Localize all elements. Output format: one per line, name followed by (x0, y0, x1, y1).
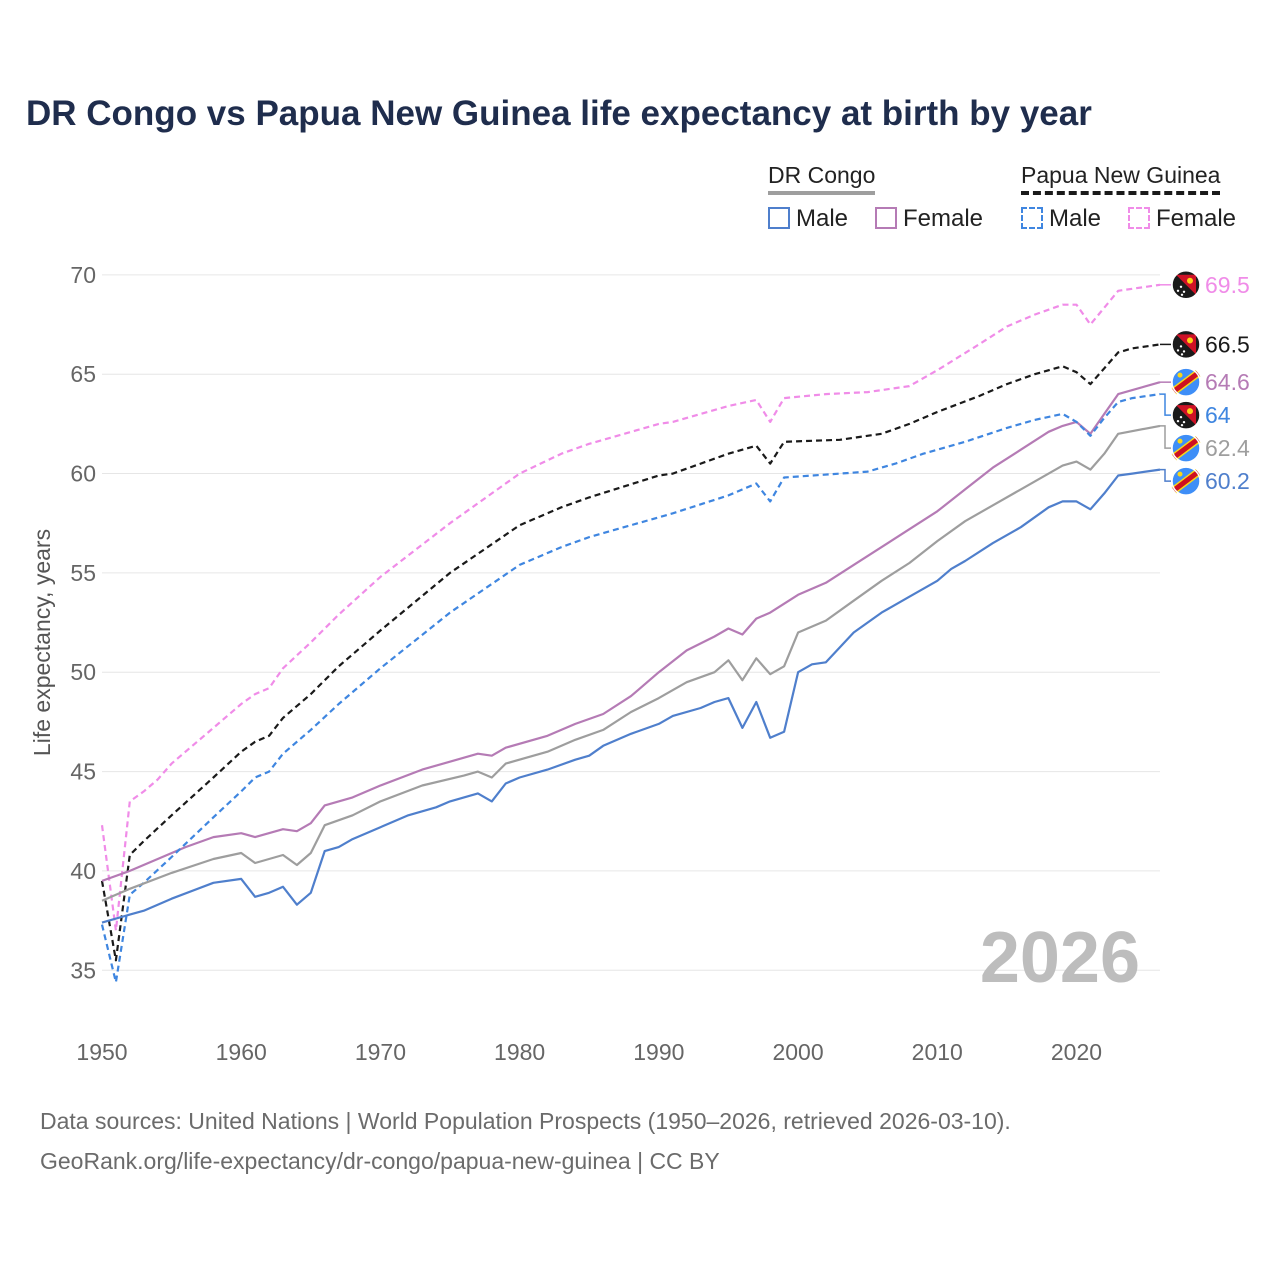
flag-ring (1171, 433, 1201, 463)
end-value-label: 60.2 (1205, 468, 1250, 494)
legend-group-papua-new-guinea: Papua New Guinea (1021, 162, 1221, 195)
legend-label: Female (1156, 205, 1237, 232)
footer-sources: Data sources: United Nations | World Pop… (40, 1108, 1011, 1134)
legend-group-title: Papua New Guinea (1021, 162, 1221, 195)
series-line (100, 393, 1161, 984)
y-tick-label: 70 (70, 262, 96, 288)
flag-star (1180, 423, 1184, 427)
x-tick-label: 1950 (76, 1039, 127, 1065)
series-line (100, 343, 1161, 962)
series-line (101, 381, 1161, 882)
legend-group-title: DR Congo (768, 162, 876, 195)
series-line (101, 424, 1161, 902)
y-tick-label: 60 (70, 461, 96, 487)
flag-star (1179, 285, 1183, 289)
flag-bird (1187, 277, 1193, 284)
legend-group-dr-congo: DR Congo (768, 162, 876, 195)
end-connector (1160, 425, 1171, 449)
flag-ring (1171, 270, 1201, 300)
flag-star (1177, 438, 1183, 444)
legend-swatch (1021, 207, 1043, 229)
end-connector (1160, 468, 1171, 482)
flag-ring (1171, 400, 1201, 430)
x-tick-label: 2020 (1051, 1039, 1102, 1065)
legend-label: Male (796, 205, 849, 232)
flag-star (1176, 289, 1180, 293)
line-chart: 2026 35 40 45 50 55 60 65 70 1950 1960 1970 1980 199… (29, 262, 1250, 1065)
flag-star (1177, 372, 1183, 378)
x-tick-label: 1990 (633, 1039, 684, 1065)
papua-new-guinea-flag-icon (1172, 330, 1200, 359)
papua-new-guinea-flag-icon (1172, 401, 1200, 430)
dr-congo-flag-icon (1171, 368, 1201, 397)
flag-stripe (1172, 371, 1200, 394)
legend-swatch (875, 207, 897, 229)
year-watermark: 2026 (980, 918, 1140, 998)
legend-label: Female (903, 205, 984, 232)
series-end-marker: 69.5 (1160, 270, 1250, 300)
legend-swatch (1128, 207, 1150, 229)
legend-item-png-female[interactable]: Female (1128, 205, 1236, 233)
papua-new-guinea-flag-icon (1172, 270, 1200, 299)
flag-star (1182, 420, 1186, 424)
footer-attribution[interactable]: GeoRank.org/life-expectancy/dr-congo/pap… (40, 1148, 720, 1174)
legend-item-dr-congo-female[interactable]: Female (875, 205, 983, 233)
flag-star (1176, 349, 1180, 352)
x-tick-label: 1960 (216, 1039, 267, 1065)
end-connector (1160, 393, 1171, 416)
legend-item-dr-congo-male[interactable]: Male (768, 205, 848, 233)
series-end-marker: 62.4 (1160, 425, 1250, 463)
flag-star (1179, 345, 1183, 348)
legend-label: Male (1049, 205, 1102, 232)
y-tick-label: 50 (70, 659, 96, 685)
flag-star (1179, 415, 1183, 419)
flag-star (1182, 290, 1186, 294)
flag-ring (1171, 367, 1201, 397)
flag-ring (1171, 466, 1201, 496)
x-tick-label: 1980 (494, 1039, 545, 1065)
series-line (101, 468, 1161, 924)
x-tick-label: 2010 (912, 1039, 963, 1065)
y-axis-label: Life expectancy, years (29, 529, 55, 756)
end-value-label: 64.6 (1205, 369, 1250, 395)
flag-star (1182, 350, 1186, 353)
dr-congo-flag-icon (1171, 467, 1201, 496)
series-end-marker: 64 (1160, 393, 1231, 430)
series-end-marker: 60.2 (1160, 466, 1250, 496)
series-end-marker: 66.5 (1160, 329, 1250, 360)
y-tick-label: 55 (70, 560, 96, 586)
flag-ring (1171, 329, 1201, 360)
end-value-label: 66.5 (1205, 331, 1250, 357)
flag-bird (1187, 408, 1193, 415)
x-tick-label: 2000 (772, 1039, 823, 1065)
flag-star (1177, 471, 1183, 477)
chart-title: DR Congo vs Papua New Guinea life expect… (26, 94, 1092, 133)
flag-stripe (1172, 437, 1200, 460)
end-value-label: 62.4 (1205, 435, 1250, 461)
end-value-label: 64 (1205, 402, 1231, 428)
legend-item-png-male[interactable]: Male (1021, 205, 1101, 233)
legend-swatch (768, 207, 790, 229)
y-tick-label: 35 (70, 957, 96, 983)
series-line (100, 283, 1161, 932)
flag-star (1180, 353, 1184, 356)
x-tick-label: 1970 (355, 1039, 406, 1065)
y-tick-label: 45 (70, 759, 96, 785)
dr-congo-flag-icon (1171, 434, 1201, 463)
flag-stripe (1172, 470, 1200, 493)
end-value-label: 69.5 (1205, 272, 1250, 298)
flag-bird (1187, 337, 1193, 344)
series-end-marker: 64.6 (1160, 367, 1250, 397)
flag-star (1180, 293, 1184, 297)
flag-star (1176, 419, 1180, 423)
y-tick-label: 40 (70, 858, 96, 884)
y-tick-label: 65 (70, 361, 96, 387)
